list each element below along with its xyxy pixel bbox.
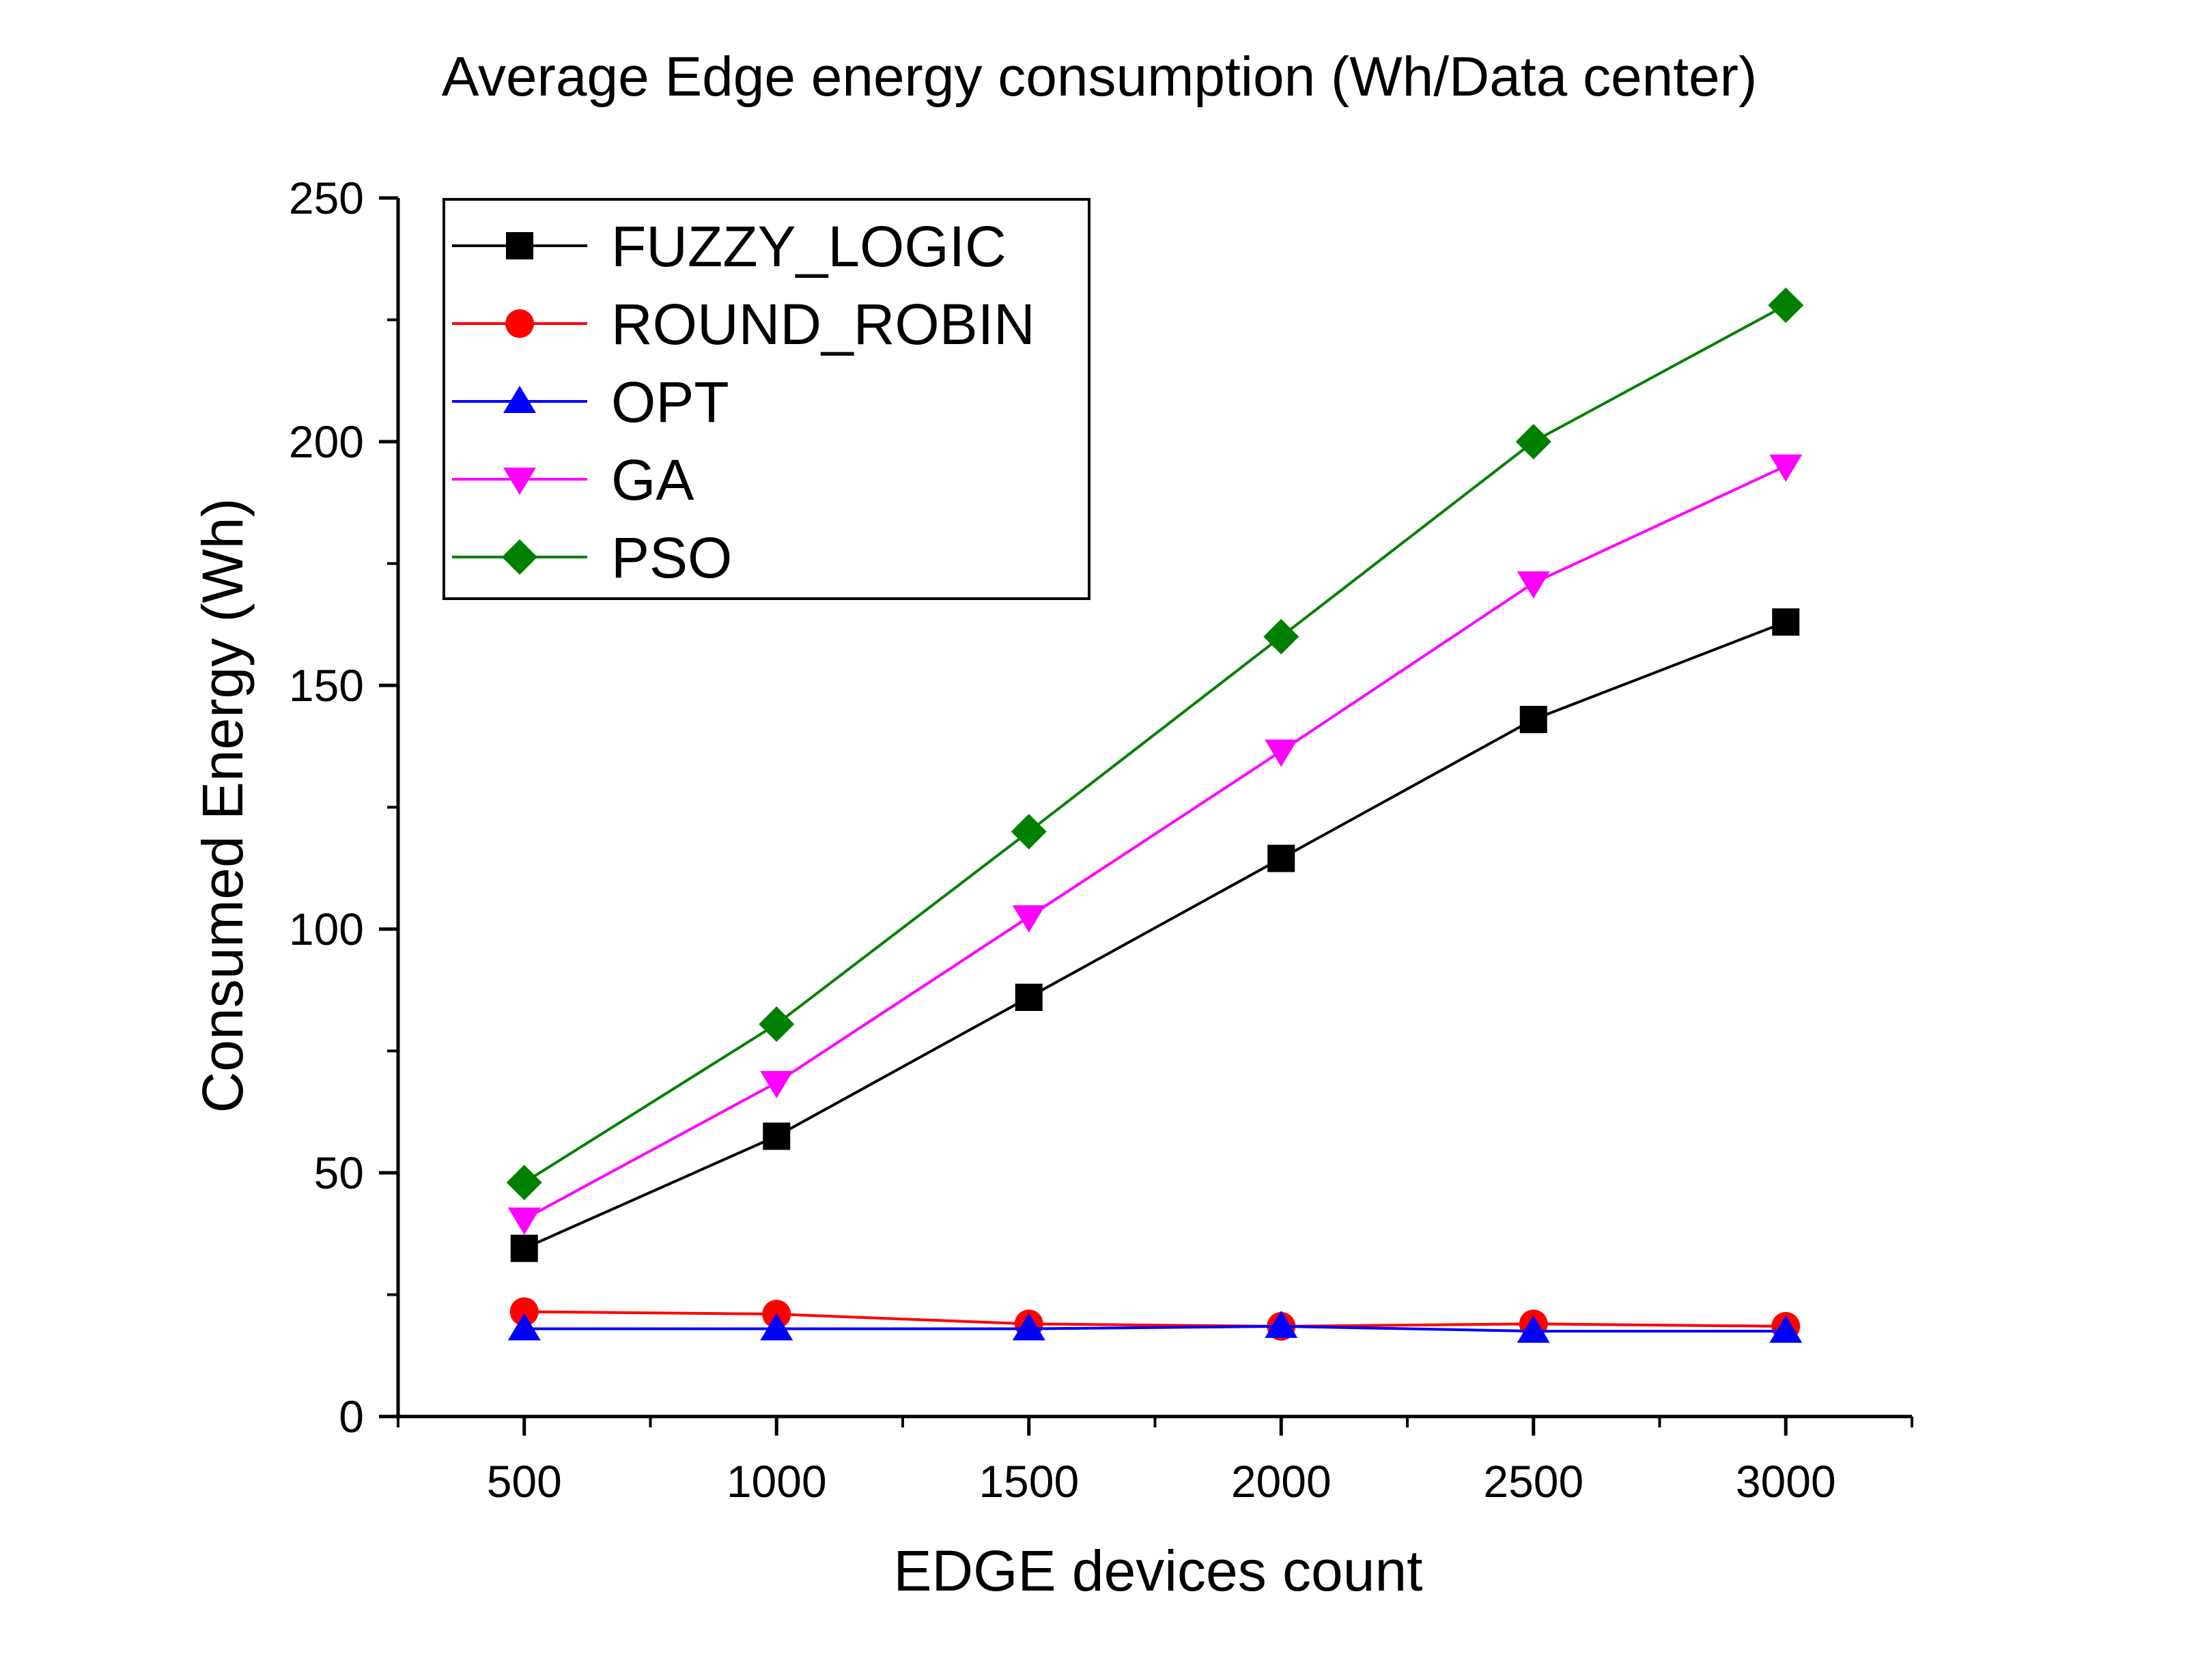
x-tick-label: 2500: [1483, 1456, 1583, 1507]
x-tick-label: 1000: [727, 1456, 827, 1507]
series-line-ga: [523, 464, 1787, 1221]
data-point-ga: [1012, 905, 1045, 933]
data-point-ga: [760, 1070, 793, 1098]
data-point-fuzzy-logic: [763, 1122, 791, 1150]
data-point-pso: [759, 1006, 795, 1042]
data-point-opt: [1769, 1315, 1803, 1343]
plot-area: 500 1000 1500 2000 2500 3000 0 50 100 150 200 250: [289, 173, 1913, 1507]
chart-title: Average Edge energy consumption (Wh/Data…: [442, 46, 1758, 108]
legend-marker-pso: [502, 539, 537, 575]
legend-marker-ga: [503, 468, 536, 495]
legend-label-pso: PSO: [611, 526, 732, 590]
data-point-pso: [1768, 287, 1804, 324]
data-point-fuzzy-logic: [1772, 608, 1800, 636]
y-tick-label: 50: [314, 1148, 364, 1198]
y-tick-label: 250: [289, 173, 364, 223]
y-tick-label: 200: [289, 416, 364, 467]
data-point-opt: [1517, 1315, 1550, 1343]
y-axis-label: Consumed Energy (Wh): [191, 498, 255, 1113]
data-point-round-robin: [509, 1297, 539, 1326]
data-point-fuzzy-logic: [510, 1234, 538, 1262]
data-point-opt: [507, 1313, 541, 1341]
series-line-pso: [523, 304, 1787, 1184]
x-axis-label: EDGE devices count: [893, 1539, 1422, 1603]
data-point-pso: [506, 1165, 542, 1201]
data-point-ga: [1265, 739, 1298, 767]
x-tick-label: 1500: [979, 1456, 1079, 1507]
data-point-fuzzy-logic: [1267, 844, 1295, 872]
data-point-opt: [1012, 1313, 1045, 1341]
data-point-fuzzy-logic: [1519, 705, 1547, 733]
series-line-opt: [524, 1324, 1786, 1333]
x-tick-label: 500: [487, 1456, 562, 1507]
x-tick-label: 2000: [1231, 1456, 1332, 1507]
legend-label-fuzzy-logic: FUZZY_LOGIC: [611, 214, 1006, 279]
data-point-opt: [1265, 1310, 1298, 1338]
legend-marker-round-robin: [505, 309, 534, 338]
series-line-round-robin: [524, 1310, 1786, 1328]
data-point-pso: [1263, 618, 1299, 655]
data-point-ga: [507, 1207, 541, 1235]
data-point-pso: [1011, 814, 1047, 850]
data-point-ga: [1769, 454, 1803, 482]
legend-label-round-robin: ROUND_ROBIN: [611, 292, 1035, 356]
y-tick-label: 150: [289, 660, 364, 711]
data-point-fuzzy-logic: [1015, 983, 1043, 1011]
legend-marker-fuzzy-logic: [506, 232, 533, 259]
legend-label-opt: OPT: [611, 370, 729, 434]
legend: FUZZY_LOGIC ROUND_ROBIN OPT GA PSO: [442, 198, 1090, 600]
series-line-fuzzy-logic: [523, 621, 1786, 1250]
data-point-pso: [1515, 424, 1551, 459]
legend-label-ga: GA: [611, 448, 694, 512]
y-tick-label: 0: [339, 1391, 364, 1442]
legend-marker-opt: [503, 386, 536, 413]
legend-box: [442, 198, 1090, 600]
data-point-opt: [760, 1313, 793, 1341]
x-tick-label: 3000: [1736, 1456, 1836, 1507]
data-point-ga: [1517, 571, 1550, 599]
y-tick-label: 100: [289, 904, 364, 954]
